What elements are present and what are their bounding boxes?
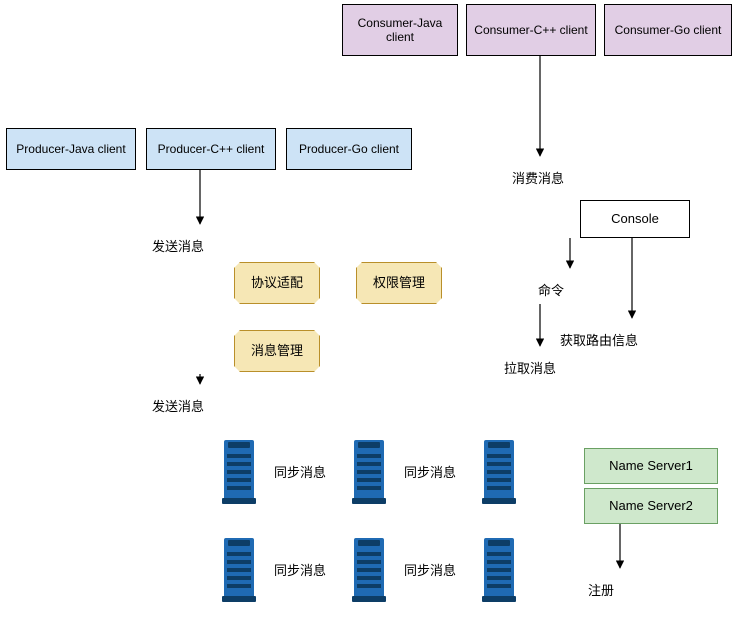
producer-go-node: Producer-Go client: [286, 128, 412, 170]
proxy-msg-label: 消息管理: [251, 343, 303, 359]
get-route-label: 获取路由信息: [560, 330, 638, 349]
console-node: Console: [580, 200, 690, 238]
nameserver2-node: Name Server2: [584, 488, 718, 524]
sync-r2-b-text: 同步消息: [404, 563, 456, 578]
nameserver2-label: Name Server2: [609, 498, 693, 514]
sync-r2-b-label: 同步消息: [404, 560, 456, 579]
consumer-java-node: Consumer-Javaclient: [342, 4, 458, 56]
producer-cpp-node: Producer-C++ client: [146, 128, 276, 170]
console-label: Console: [611, 211, 659, 227]
send-msg-bot-label: 发送消息: [152, 396, 204, 415]
pull-msg-label: 拉取消息: [504, 358, 556, 377]
consumer-go-label: Consumer-Go client: [615, 23, 722, 37]
server-icon: [354, 440, 384, 500]
proxy-protocol-node: 协议适配: [234, 262, 320, 304]
consumer-go-node: Consumer-Go client: [604, 4, 732, 56]
producer-cpp-label: Producer-C++ client: [158, 142, 265, 156]
edges-layer: [0, 0, 741, 631]
nameserver1-label: Name Server1: [609, 458, 693, 474]
server-icon: [484, 538, 514, 598]
server-icon: [354, 538, 384, 598]
consumer-cpp-label: Consumer-C++ client: [474, 23, 587, 37]
sync-r2-a-label: 同步消息: [274, 560, 326, 579]
register-text: 注册: [588, 583, 614, 598]
proxy-auth-label: 权限管理: [373, 275, 425, 291]
proxy-protocol-label: 协议适配: [251, 275, 303, 291]
consume-msg-label: 消费消息: [512, 168, 564, 187]
sync-r1-b-label: 同步消息: [404, 462, 456, 481]
consumer-java-label: Consumer-Javaclient: [358, 16, 443, 45]
consume-msg-text: 消费消息: [512, 171, 564, 186]
sync-r2-a-text: 同步消息: [274, 563, 326, 578]
producer-go-label: Producer-Go client: [299, 142, 399, 156]
server-icon: [484, 440, 514, 500]
consumer-cpp-node: Consumer-C++ client: [466, 4, 596, 56]
nameserver1-node: Name Server1: [584, 448, 718, 484]
proxy-msg-node: 消息管理: [234, 330, 320, 372]
register-label: 注册: [588, 580, 614, 599]
send-msg-top-label: 发送消息: [152, 236, 204, 255]
pull-msg-text: 拉取消息: [504, 361, 556, 376]
server-icon: [224, 440, 254, 500]
producer-java-node: Producer-Java client: [6, 128, 136, 170]
producer-java-label: Producer-Java client: [16, 142, 125, 156]
server-icon: [224, 538, 254, 598]
send-msg-top-text: 发送消息: [152, 239, 204, 254]
get-route-text: 获取路由信息: [560, 333, 638, 348]
sync-r1-b-text: 同步消息: [404, 465, 456, 480]
command-label: 命令: [538, 280, 564, 299]
sync-r1-a-text: 同步消息: [274, 465, 326, 480]
sync-r1-a-label: 同步消息: [274, 462, 326, 481]
send-msg-bot-text: 发送消息: [152, 399, 204, 414]
command-text: 命令: [538, 283, 564, 298]
proxy-auth-node: 权限管理: [356, 262, 442, 304]
